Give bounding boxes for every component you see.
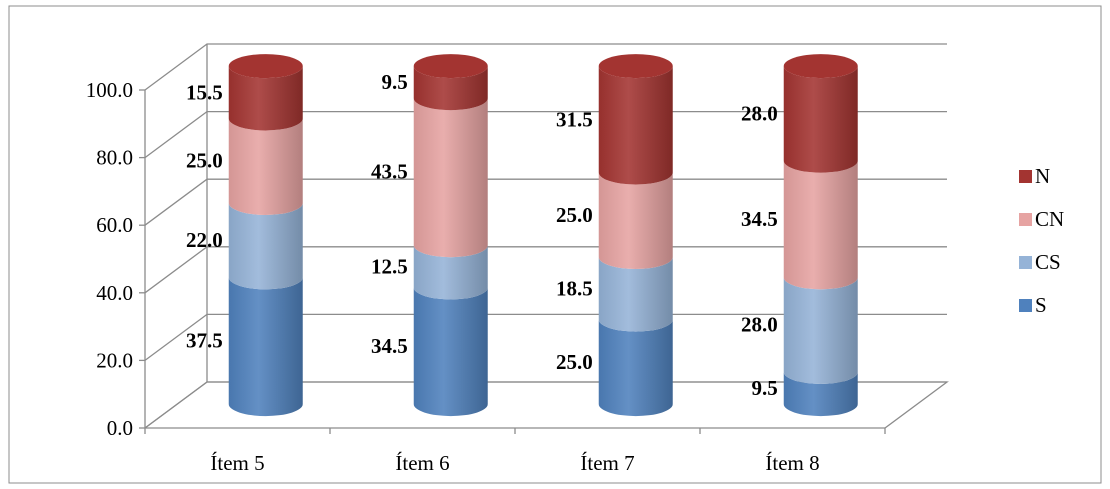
category-label: Ítem 7 — [580, 451, 634, 475]
bar-segment-n — [783, 66, 858, 173]
data-label: 25.0 — [186, 149, 223, 173]
bars — [228, 54, 858, 417]
category-label: Ítem 8 — [765, 451, 819, 475]
legend-swatch — [1019, 299, 1032, 312]
bar-segment-cn — [598, 172, 673, 270]
bar-segment-cs — [413, 245, 488, 300]
y-tick-label: 20.0 — [96, 348, 133, 372]
bar-top-cap — [598, 54, 673, 79]
bar-segment-s — [228, 277, 303, 417]
data-label: 28.0 — [741, 313, 778, 337]
data-label: 34.5 — [371, 334, 408, 358]
bar-top-cap — [228, 54, 303, 79]
bar-segment-cn — [413, 98, 488, 258]
data-label: 22.0 — [186, 228, 223, 252]
data-label: 9.5 — [381, 70, 407, 94]
gridline — [144, 381, 947, 429]
data-label: 34.5 — [741, 207, 778, 231]
category-label: Ítem 6 — [395, 451, 449, 475]
bar-segment-cs — [783, 277, 858, 384]
legend-label: CN — [1035, 207, 1064, 231]
gridline — [144, 313, 947, 361]
bar-segment-n — [598, 66, 673, 185]
gridline — [144, 43, 947, 91]
gridlines — [144, 43, 947, 429]
bar-segment-cs — [228, 202, 303, 290]
data-label: 37.5 — [186, 329, 223, 353]
bar-segment-cn — [783, 160, 858, 290]
legend: N CN CS S — [1019, 164, 1064, 317]
category-label: Ítem 5 — [210, 451, 264, 475]
legend-label: N — [1035, 164, 1050, 188]
data-label: 18.5 — [556, 276, 593, 300]
data-label: 31.5 — [556, 107, 593, 131]
bar-segment-s — [413, 287, 488, 417]
legend-label: CS — [1035, 250, 1061, 274]
gridline — [144, 110, 947, 159]
x-axis: Ítem 5 Ítem 6 Ítem 7 Ítem 8 — [144, 427, 886, 475]
data-labels: 37.5 22.0 25.0 15.5 34.5 12.5 43.5 9.5 25.0 18.5 2… — [186, 70, 778, 400]
gridline — [144, 246, 947, 294]
data-label: 12.5 — [371, 254, 408, 278]
bar-segment-n — [228, 66, 303, 131]
bar-top-cap — [783, 54, 858, 79]
bar-segment-cn — [228, 118, 303, 215]
legend-label: S — [1035, 293, 1047, 317]
gridline — [144, 178, 947, 226]
y-tick-label: 80.0 — [96, 146, 133, 170]
y-tick-label: 60.0 — [96, 213, 133, 237]
data-label: 15.5 — [186, 80, 223, 104]
legend-swatch — [1019, 170, 1032, 183]
bar-segment-cs — [598, 257, 673, 332]
bar-segment-s — [598, 319, 673, 417]
legend-swatch — [1019, 256, 1032, 269]
data-label: 9.5 — [751, 376, 777, 400]
data-label: 28.0 — [741, 101, 778, 125]
data-label: 25.0 — [556, 350, 593, 374]
data-label: 43.5 — [371, 160, 408, 184]
y-tick-label: 0.0 — [107, 416, 133, 440]
bar-segment-s — [783, 371, 858, 417]
y-tick-label: 100.0 — [86, 78, 133, 102]
bar-segment-n — [413, 66, 488, 111]
legend-swatch — [1019, 213, 1032, 226]
y-tick-label: 40.0 — [96, 281, 133, 305]
bar-top-cap — [413, 54, 488, 79]
y-axis: 0.0 20.0 40.0 60.0 80.0 100.0 — [86, 78, 145, 440]
chart-border — [8, 5, 1102, 484]
data-label: 25.0 — [556, 203, 593, 227]
